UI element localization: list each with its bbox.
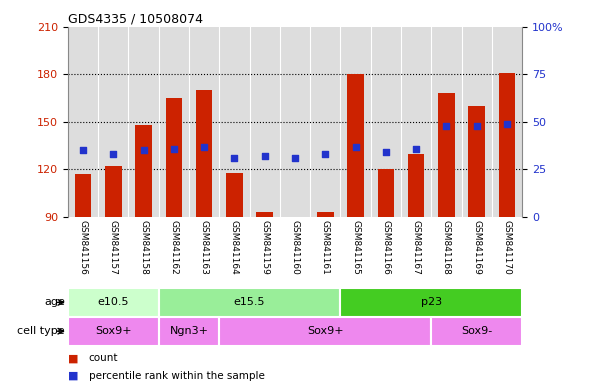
Bar <box>280 27 310 217</box>
Bar <box>431 317 522 346</box>
Bar <box>166 98 182 217</box>
Bar <box>287 217 303 218</box>
Bar <box>68 288 159 317</box>
Text: cell type: cell type <box>17 326 65 336</box>
Point <box>472 122 481 129</box>
Text: Sox9+: Sox9+ <box>95 326 132 336</box>
Bar <box>371 27 401 217</box>
Point <box>169 146 179 152</box>
Text: count: count <box>88 353 118 363</box>
Bar <box>401 27 431 217</box>
Point <box>260 153 270 159</box>
Point <box>381 149 391 156</box>
Text: Ngn3+: Ngn3+ <box>169 326 208 336</box>
Point <box>78 147 88 154</box>
Point <box>411 146 421 152</box>
Bar <box>340 288 522 317</box>
Bar <box>159 27 189 217</box>
Bar <box>431 27 461 217</box>
Point <box>199 144 209 150</box>
Point <box>139 147 148 154</box>
Bar <box>68 27 98 217</box>
Bar <box>408 154 424 217</box>
Bar <box>219 27 250 217</box>
Point <box>290 155 300 161</box>
Text: ■: ■ <box>68 353 78 363</box>
Bar <box>129 27 159 217</box>
Bar <box>468 106 485 217</box>
Text: e10.5: e10.5 <box>97 297 129 308</box>
Point <box>502 121 512 127</box>
Bar <box>75 174 91 217</box>
Bar <box>257 212 273 217</box>
Point <box>442 122 451 129</box>
Bar <box>159 317 219 346</box>
Bar <box>340 27 371 217</box>
Point <box>230 155 239 161</box>
Text: Sox9-: Sox9- <box>461 326 492 336</box>
Bar <box>135 125 152 217</box>
Text: p23: p23 <box>421 297 442 308</box>
Text: ■: ■ <box>68 371 78 381</box>
Bar <box>68 317 159 346</box>
Bar <box>219 317 431 346</box>
Bar <box>189 27 219 217</box>
Text: percentile rank within the sample: percentile rank within the sample <box>88 371 264 381</box>
Text: e15.5: e15.5 <box>234 297 266 308</box>
Bar <box>196 90 212 217</box>
Bar <box>159 288 340 317</box>
Point <box>351 144 360 150</box>
Bar <box>317 212 333 217</box>
Point <box>109 151 118 157</box>
Bar <box>499 73 515 217</box>
Bar <box>378 169 394 217</box>
Bar <box>105 166 122 217</box>
Bar <box>98 27 129 217</box>
Bar <box>348 74 364 217</box>
Text: GDS4335 / 10508074: GDS4335 / 10508074 <box>68 13 203 26</box>
Bar <box>250 27 280 217</box>
Bar <box>461 27 492 217</box>
Bar <box>492 27 522 217</box>
Bar <box>310 27 340 217</box>
Text: Sox9+: Sox9+ <box>307 326 343 336</box>
Bar <box>226 173 242 217</box>
Text: age: age <box>44 297 65 308</box>
Point <box>320 151 330 157</box>
Bar <box>438 93 455 217</box>
